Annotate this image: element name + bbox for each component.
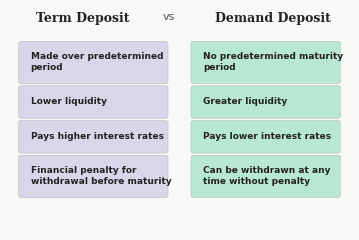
FancyBboxPatch shape bbox=[191, 155, 340, 198]
FancyBboxPatch shape bbox=[19, 120, 168, 153]
Text: No predetermined maturity
period: No predetermined maturity period bbox=[203, 52, 343, 72]
Text: Pays lower interest rates: Pays lower interest rates bbox=[203, 132, 331, 141]
FancyBboxPatch shape bbox=[191, 41, 340, 84]
Text: Can be withdrawn at any
time without penalty: Can be withdrawn at any time without pen… bbox=[203, 166, 330, 186]
Text: Lower liquidity: Lower liquidity bbox=[31, 97, 107, 107]
Text: Pays higher interest rates: Pays higher interest rates bbox=[31, 132, 163, 141]
Text: Financial penalty for
withdrawal before maturity: Financial penalty for withdrawal before … bbox=[31, 166, 171, 186]
Text: Greater liquidity: Greater liquidity bbox=[203, 97, 287, 107]
FancyBboxPatch shape bbox=[19, 155, 168, 198]
Text: vs: vs bbox=[163, 12, 175, 22]
Text: Term Deposit: Term Deposit bbox=[36, 12, 129, 25]
FancyBboxPatch shape bbox=[19, 86, 168, 118]
Text: Demand Deposit: Demand Deposit bbox=[215, 12, 331, 25]
Text: Made over predetermined
period: Made over predetermined period bbox=[31, 52, 163, 72]
FancyBboxPatch shape bbox=[19, 41, 168, 84]
FancyBboxPatch shape bbox=[191, 86, 340, 118]
FancyBboxPatch shape bbox=[191, 120, 340, 153]
